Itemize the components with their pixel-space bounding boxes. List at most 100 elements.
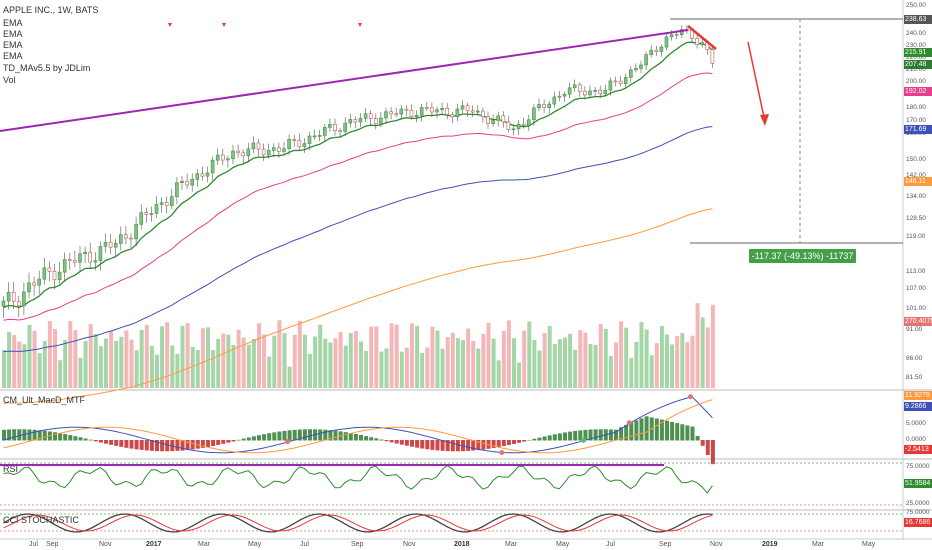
study-td[interactable]: TD_MAv5.5 by JDLim (3, 63, 91, 73)
volume-bar (262, 334, 267, 388)
macd-hist-bar (2, 429, 6, 441)
candle (506, 121, 511, 130)
candle (256, 142, 261, 150)
price-tick-label: 91.00 (906, 326, 923, 333)
macd-tag-1: 11.9279 (904, 391, 932, 400)
volume-bar (73, 330, 78, 388)
short-trendline[interactable] (687, 25, 717, 50)
volume-bar (318, 324, 323, 388)
volume-bar (547, 326, 552, 388)
volume-bar (471, 341, 476, 388)
candle (37, 278, 42, 286)
time-tick-label: Jul (606, 541, 615, 548)
macd-hist-bar (318, 429, 323, 441)
macd-hist-bar (165, 440, 170, 452)
macd-hist-bar (251, 436, 256, 441)
price-tick-label: 113.00 (906, 268, 926, 275)
price-tick-label: 128.50 (906, 215, 926, 222)
macd-hist-bar (598, 429, 603, 441)
volume-bar (333, 338, 338, 388)
candle (562, 93, 567, 97)
measurement-label[interactable]: -117.37 (-49.13%) -11737 (749, 249, 856, 263)
volume-bar (410, 323, 414, 388)
macd-hist-bar (149, 440, 154, 451)
candle (363, 113, 368, 119)
macd-hist-bar (624, 424, 629, 441)
volume-bar (598, 324, 603, 388)
volume-bar (573, 349, 578, 388)
volume-bar (200, 328, 205, 388)
macd-tag-2: 9.2866 (904, 402, 932, 411)
macd-hist-bar (404, 440, 409, 446)
candle (654, 49, 659, 52)
volume-bar (568, 333, 573, 388)
study-ema-3[interactable]: EMA (3, 40, 23, 50)
study-ema-1[interactable]: EMA (3, 18, 23, 28)
candle (649, 49, 654, 55)
candle (455, 108, 460, 118)
volume-bar (190, 346, 195, 388)
candle (552, 96, 557, 105)
rsi-pane-title[interactable]: RSI (3, 464, 19, 474)
candle (343, 122, 348, 132)
time-tick-label: May (248, 541, 262, 548)
study-ema-2[interactable]: EMA (3, 29, 23, 39)
candle (338, 130, 342, 133)
volume-bar (608, 355, 613, 388)
candle (215, 154, 220, 161)
candle (348, 119, 353, 124)
price-tick-label: 230.00 (906, 42, 926, 49)
candle (394, 113, 399, 116)
stoch-pane-title[interactable]: CCI STOCHASTIC (3, 515, 79, 525)
candle (440, 107, 444, 111)
macd-hist-bar (680, 424, 685, 441)
macd-hist-bar (93, 440, 98, 442)
volume-bar (522, 330, 527, 388)
macd-hist-bar (282, 430, 287, 441)
volume-bar (241, 337, 246, 388)
volume-bar (88, 324, 93, 388)
candle (73, 260, 77, 263)
volume-bar (27, 324, 32, 388)
macd-hist-bar (619, 427, 624, 441)
trendline[interactable] (0, 29, 689, 132)
macd-hist-bar (583, 429, 588, 441)
volume-bar (593, 345, 598, 388)
volume-bar (246, 344, 251, 388)
candle (266, 150, 271, 156)
study-vol[interactable]: Vol (3, 75, 16, 85)
candle (639, 64, 643, 69)
volume-bar (42, 341, 47, 388)
sell-marker-icon (168, 23, 172, 27)
macd-hist-bar (654, 418, 659, 441)
volume-bar (634, 341, 639, 388)
volume-bar (700, 317, 705, 388)
volume-bar (119, 336, 124, 388)
study-ema-4[interactable]: EMA (3, 51, 23, 61)
macd-cross-dot (580, 437, 586, 443)
macd-hist-bar (297, 429, 302, 441)
macd-hist-bar (124, 440, 129, 448)
volume-bar (614, 342, 618, 388)
candle (496, 115, 501, 121)
macd-hist-bar (78, 437, 83, 441)
ema-slow-line (3, 126, 713, 352)
macd-hist-bar (608, 429, 613, 441)
candle (567, 87, 572, 95)
td-markers (168, 23, 362, 27)
macd-pane-title[interactable]: CM_Ult_MacD_MTF (3, 395, 86, 405)
macd-hist-bar (552, 434, 557, 441)
volume-bar (231, 344, 236, 388)
volume-bar (165, 322, 170, 388)
price-tick-label: 86.00 (906, 355, 923, 362)
volume-bar (532, 339, 537, 388)
volume-bar (420, 353, 425, 388)
time-tick-label: Mar (812, 541, 825, 548)
down-arrow-icon[interactable] (747, 41, 766, 123)
volume-bar (343, 345, 348, 388)
time-tick-label: Sep (351, 541, 364, 548)
volume-bar (481, 334, 486, 388)
candle (307, 135, 312, 144)
symbol-title[interactable]: APPLE INC., 1W, BATS (3, 5, 99, 15)
